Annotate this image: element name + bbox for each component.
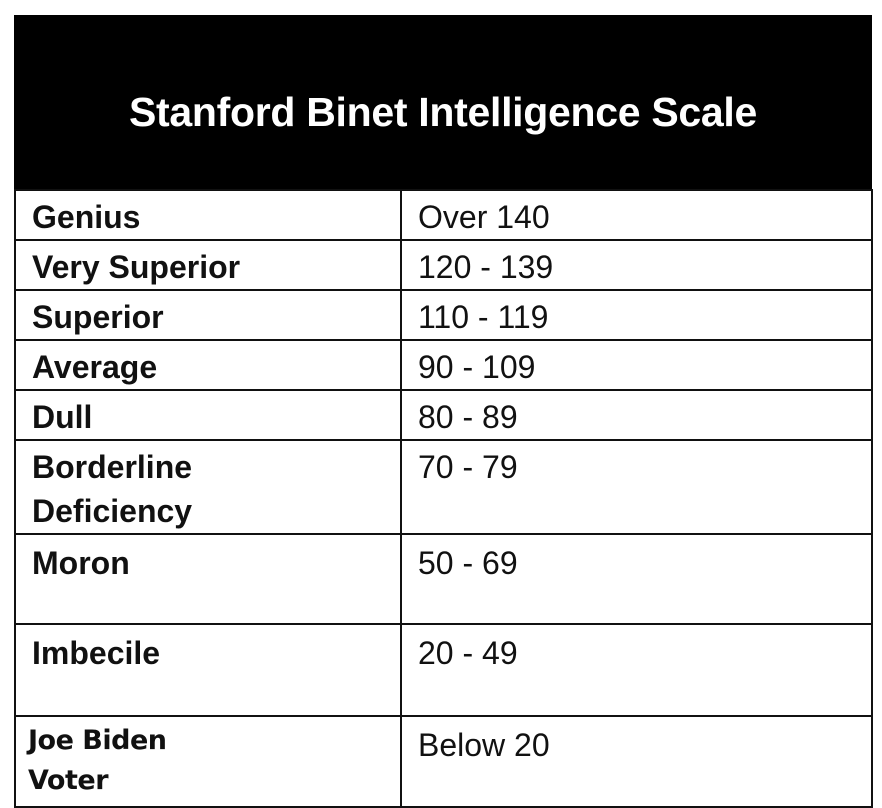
table-title: Stanford Binet Intelligence Scale [14,15,872,190]
range-cell: 110 - 119 [400,289,873,341]
range-cell: 120 - 139 [400,239,873,291]
table-row: Average 90 - 109 [14,339,873,391]
table-row: Borderline Deficiency 70 - 79 [14,439,873,535]
range-cell: Below 20 [400,715,873,808]
category-cell: Dull [14,389,402,441]
table-row: Moron 50 - 69 [14,533,873,625]
range-cell: 50 - 69 [400,533,873,625]
category-cell: Superior [14,289,402,341]
category-cell: Very Superior [14,239,402,291]
table-row: Dull 80 - 89 [14,389,873,441]
category-cell: Imbecile [14,623,402,717]
table-row: Superior 110 - 119 [14,289,873,341]
category-cell: Borderline Deficiency [14,439,402,535]
range-cell: 90 - 109 [400,339,873,391]
category-cell: Joe Biden Voter [14,715,402,808]
range-cell: 20 - 49 [400,623,873,717]
table-row: Very Superior 120 - 139 [14,239,873,291]
range-cell: Over 140 [400,189,873,241]
range-cell: 70 - 79 [400,439,873,535]
category-cell: Moron [14,533,402,625]
iq-scale-table: Genius Over 140 Very Superior 120 - 139 Su… [14,189,873,808]
table-row: Joe Biden Voter Below 20 [14,715,873,808]
category-cell: Average [14,339,402,391]
category-cell: Genius [14,189,402,241]
range-cell: 80 - 89 [400,389,873,441]
table-row: Genius Over 140 [14,189,873,241]
table-row: Imbecile 20 - 49 [14,623,873,717]
